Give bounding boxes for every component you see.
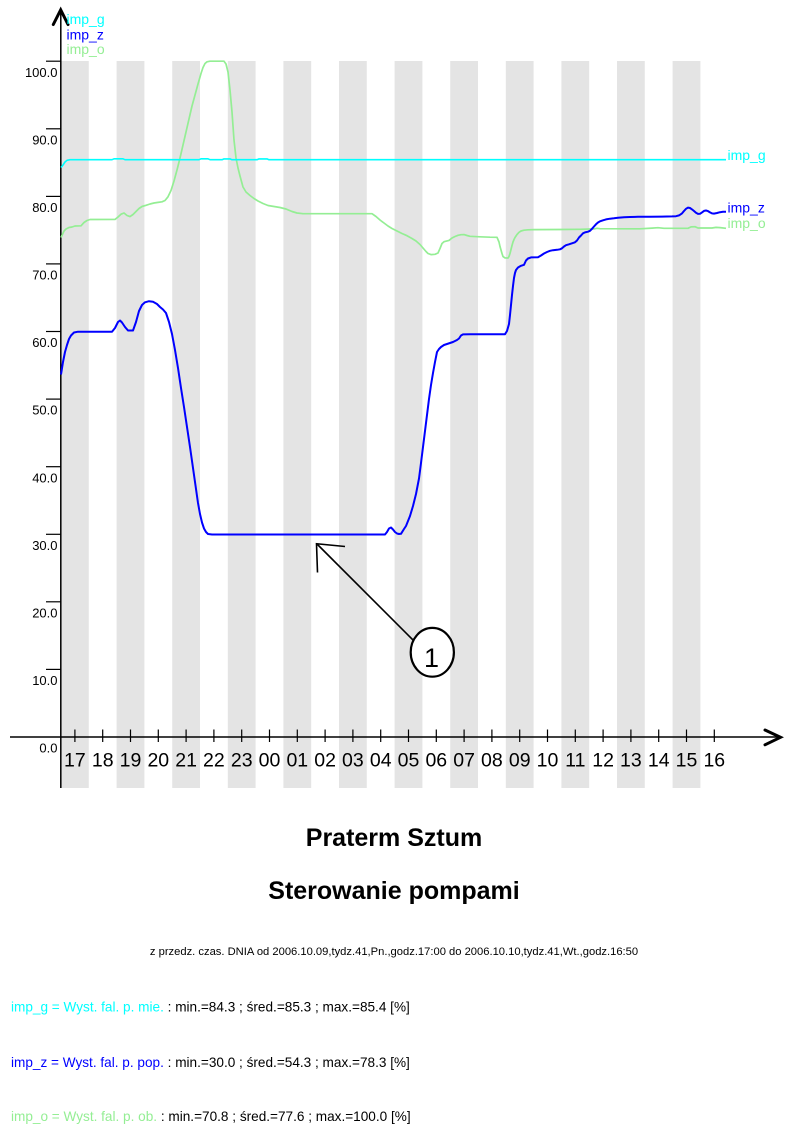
svg-text:10: 10: [537, 749, 559, 771]
svg-text:100.0: 100.0: [25, 65, 58, 80]
svg-text:imp_g: imp_g: [67, 11, 105, 27]
svg-text:1: 1: [424, 643, 439, 673]
svg-text:imp_o = Wyst. fal. p. ob. : mi: imp_o = Wyst. fal. p. ob. : min.=70.8 ; …: [11, 1109, 411, 1124]
svg-text:21: 21: [175, 749, 197, 771]
svg-text:22: 22: [203, 749, 225, 771]
svg-text:17: 17: [64, 749, 86, 771]
svg-text:80.0: 80.0: [32, 200, 57, 215]
svg-text:imp_z = Wyst. fal. p. pop. : m: imp_z = Wyst. fal. p. pop. : min.=30.0 ;…: [11, 1055, 410, 1070]
svg-text:18: 18: [92, 749, 114, 771]
svg-text:imp_z: imp_z: [67, 26, 104, 42]
svg-text:23: 23: [231, 749, 253, 771]
svg-text:05: 05: [398, 749, 420, 771]
svg-text:14: 14: [648, 749, 670, 771]
svg-text:70.0: 70.0: [32, 268, 57, 283]
svg-text:Praterm Sztum: Praterm Sztum: [306, 824, 482, 852]
svg-text:13: 13: [620, 749, 642, 771]
svg-text:01: 01: [286, 749, 308, 771]
svg-text:imp_g = Wyst. fal. p. mie. : m: imp_g = Wyst. fal. p. mie. : min.=84.3 ;…: [11, 1000, 410, 1015]
svg-text:imp_o: imp_o: [728, 215, 766, 231]
svg-text:16: 16: [703, 749, 725, 771]
svg-text:z przedz. czas. DNIA od 2006.1: z przedz. czas. DNIA od 2006.10.09,tydz.…: [150, 946, 638, 958]
svg-text:15: 15: [676, 749, 698, 771]
svg-text:11: 11: [565, 749, 585, 771]
svg-text:90.0: 90.0: [32, 132, 57, 147]
svg-text:30.0: 30.0: [32, 538, 57, 553]
svg-text:20.0: 20.0: [32, 605, 57, 620]
svg-text:09: 09: [509, 749, 531, 771]
svg-text:12: 12: [592, 749, 614, 771]
svg-text:03: 03: [342, 749, 364, 771]
svg-text:00: 00: [259, 749, 281, 771]
svg-text:08: 08: [481, 749, 503, 771]
svg-text:40.0: 40.0: [32, 470, 57, 485]
svg-text:imp_o: imp_o: [67, 41, 105, 57]
svg-text:20: 20: [147, 749, 169, 771]
svg-text:0.0: 0.0: [39, 741, 57, 756]
svg-text:imp_z: imp_z: [728, 199, 765, 215]
svg-text:07: 07: [453, 749, 475, 771]
svg-text:Sterowanie pompami: Sterowanie pompami: [268, 877, 519, 905]
svg-text:04: 04: [370, 749, 392, 771]
svg-text:10.0: 10.0: [32, 673, 57, 688]
svg-text:imp_g: imp_g: [728, 147, 766, 163]
svg-text:02: 02: [314, 749, 336, 771]
svg-text:06: 06: [425, 749, 447, 771]
svg-text:50.0: 50.0: [32, 403, 57, 418]
svg-text:60.0: 60.0: [32, 335, 57, 350]
svg-text:19: 19: [120, 749, 142, 771]
